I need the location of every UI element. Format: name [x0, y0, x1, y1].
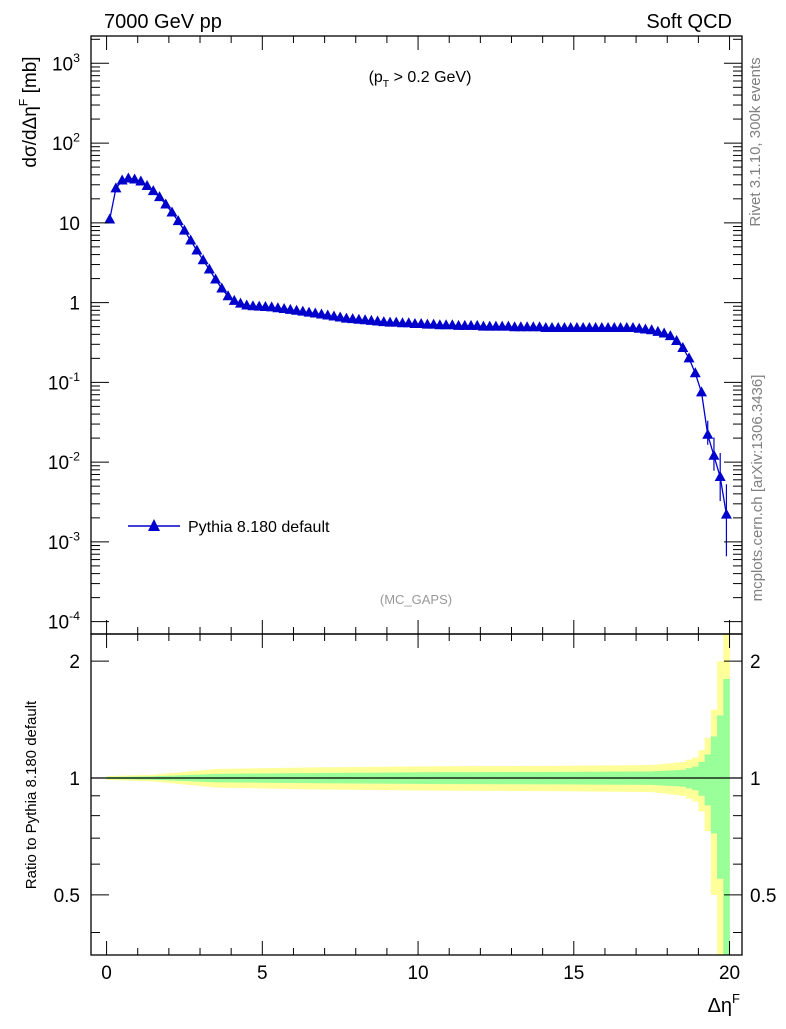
data-point-marker [104, 213, 116, 224]
cut-annotation: (pT​ > 0.2 GeV) [369, 69, 472, 90]
header-right-label: Soft QCD [646, 11, 732, 33]
header-left-label: 7000 GeV pp [104, 11, 222, 33]
series-line [109, 177, 728, 515]
ratio-inner-band-bin [710, 736, 718, 834]
ratio-y-tick-label-right: 1 [750, 769, 761, 790]
main-y-axis-label: dσ/dΔηF​ [mb] [16, 56, 41, 167]
y-tick-label: 103​ [52, 51, 80, 76]
y-tick-label: 10-2​ [48, 450, 80, 475]
data-point-marker [720, 508, 732, 519]
ratio-inner-band-bin [717, 715, 724, 879]
data-point-marker [172, 215, 184, 226]
data-point-marker [210, 273, 222, 284]
x-tick-label: 10 [407, 963, 428, 984]
data-point-marker [714, 471, 726, 482]
data-point-marker [664, 330, 676, 341]
ratio-inner-band-bin [704, 754, 712, 806]
y-tick-label: 1 [69, 294, 80, 315]
data-point-marker [708, 449, 720, 460]
data-point-marker [677, 341, 689, 352]
x-axis-label: ΔηF​ [708, 991, 740, 1017]
axis-ticks: 0 5 10 15 20 10-4​ 10-3​ 10-2​ 10-1​ 1 10 102​ 103​ 0… [48, 36, 776, 984]
y-tick-label: 10 [59, 214, 80, 235]
ratio-y-tick-label-right: 0.5 [750, 886, 776, 907]
data-point-marker [222, 290, 234, 301]
legend-entry-label: Pythia 8.180 default [188, 519, 330, 536]
data-point-marker [228, 294, 240, 305]
main-plot-frame [90, 35, 743, 635]
data-point-marker [110, 182, 122, 193]
data-point-marker [135, 175, 147, 186]
x-tick-label: 20 [719, 963, 740, 984]
data-point-marker [696, 386, 708, 397]
data-point-marker [154, 191, 166, 202]
legend: Pythia 8.180 default [128, 519, 330, 536]
data-point-marker [197, 254, 209, 265]
data-point-marker [178, 224, 190, 235]
ratio-plot-frame [90, 633, 743, 956]
y-tick-label: 10-3​ [48, 529, 80, 554]
analysis-tag: (MC_GAPS) [380, 592, 452, 607]
side-site-text: mcplots.cern.ch [arXiv:1306.3436] [749, 375, 766, 602]
x-tick-label: 15 [563, 963, 584, 984]
data-point-marker [141, 179, 153, 190]
x-tick-label: 5 [257, 963, 268, 984]
plot-frames [90, 35, 743, 956]
legend-marker-icon [148, 519, 160, 531]
x-tick-label: 0 [101, 963, 112, 984]
data-point-marker [702, 428, 714, 439]
data-point-marker [683, 352, 695, 363]
data-point-marker [166, 206, 178, 217]
data-point-marker [147, 185, 159, 196]
data-point-marker [671, 335, 683, 346]
ratio-inner-band-bin [698, 761, 705, 796]
data-point-marker [689, 367, 701, 378]
y-tick-label: 10-1​ [48, 370, 80, 395]
data-point-marker [216, 282, 228, 293]
ratio-y-axis-label: Ratio to Pythia 8.180 default [23, 700, 40, 889]
ratio-bands [91, 634, 742, 955]
data-point-marker [658, 327, 670, 338]
data-point-marker [160, 198, 172, 209]
ratio-y-tick-label: 1 [69, 769, 80, 790]
ratio-y-tick-label-right: 2 [750, 652, 761, 673]
data-point-marker [129, 173, 141, 184]
side-rivet-text: Rivet 3.1.10, 300k events [747, 57, 764, 226]
y-tick-label: 102​ [52, 131, 80, 156]
data-point-marker [185, 234, 197, 245]
data-point-marker [203, 263, 215, 274]
main-series [104, 172, 732, 557]
data-point-marker [646, 324, 658, 335]
ratio-y-tick-label: 2 [69, 652, 80, 673]
y-tick-label: 10-4​ [48, 609, 80, 634]
data-point-marker [235, 297, 247, 308]
ratio-y-tick-label: 0.5 [54, 886, 80, 907]
ratio-inner-band-bin [723, 678, 730, 955]
data-point-marker [191, 244, 203, 255]
data-point-marker [652, 325, 664, 336]
